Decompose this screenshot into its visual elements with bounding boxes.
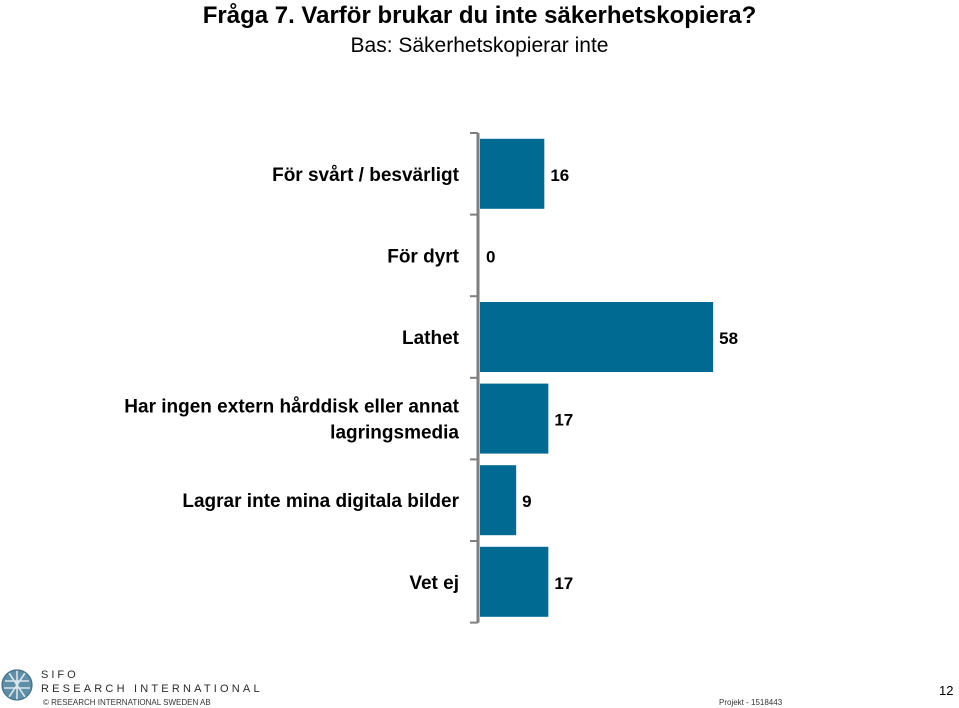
bar [480, 138, 545, 209]
category-label: Lagrar inte mina digitala bilder [182, 491, 459, 512]
copyright-text: © RESEARCH INTERNATIONAL SWEDEN AB [43, 698, 211, 707]
category-label: Vet ej [409, 573, 459, 594]
category-label: lagringsmedia [330, 423, 459, 444]
data-label: 17 [554, 411, 573, 430]
data-label: 58 [719, 329, 738, 348]
category-label: För svårt / besvärligt [272, 165, 460, 186]
bar-chart: För svårt / besvärligt 16 För dyrt 0 Lathet 5… [124, 132, 738, 624]
data-label: 0 [486, 247, 495, 266]
page-number: 12 [939, 683, 954, 698]
category-label: För dyrt [387, 246, 459, 267]
chart-subtitle: Bas: Säkerhetskopierar inte [350, 34, 609, 57]
chart-title: Fråga 7. Varför brukar du inte säkerhets… [202, 2, 757, 29]
category-label: Lathet [402, 328, 460, 349]
brand-line-2: RESEARCH INTERNATIONAL [41, 683, 263, 695]
bar [480, 546, 549, 617]
category-label: Har ingen extern hårddisk eller annat [124, 397, 459, 418]
brand-line-1: SIFO [41, 669, 79, 681]
data-label: 17 [554, 574, 573, 593]
bar [480, 465, 517, 536]
project-number: Projekt - 1518443 [719, 698, 783, 707]
data-label: 16 [550, 166, 569, 185]
bar [480, 302, 714, 372]
globe-icon [1, 669, 33, 701]
data-label: 9 [522, 492, 531, 511]
bar [480, 383, 549, 454]
brand-name: SIFO RESEARCH INTERNATIONAL [41, 669, 263, 695]
